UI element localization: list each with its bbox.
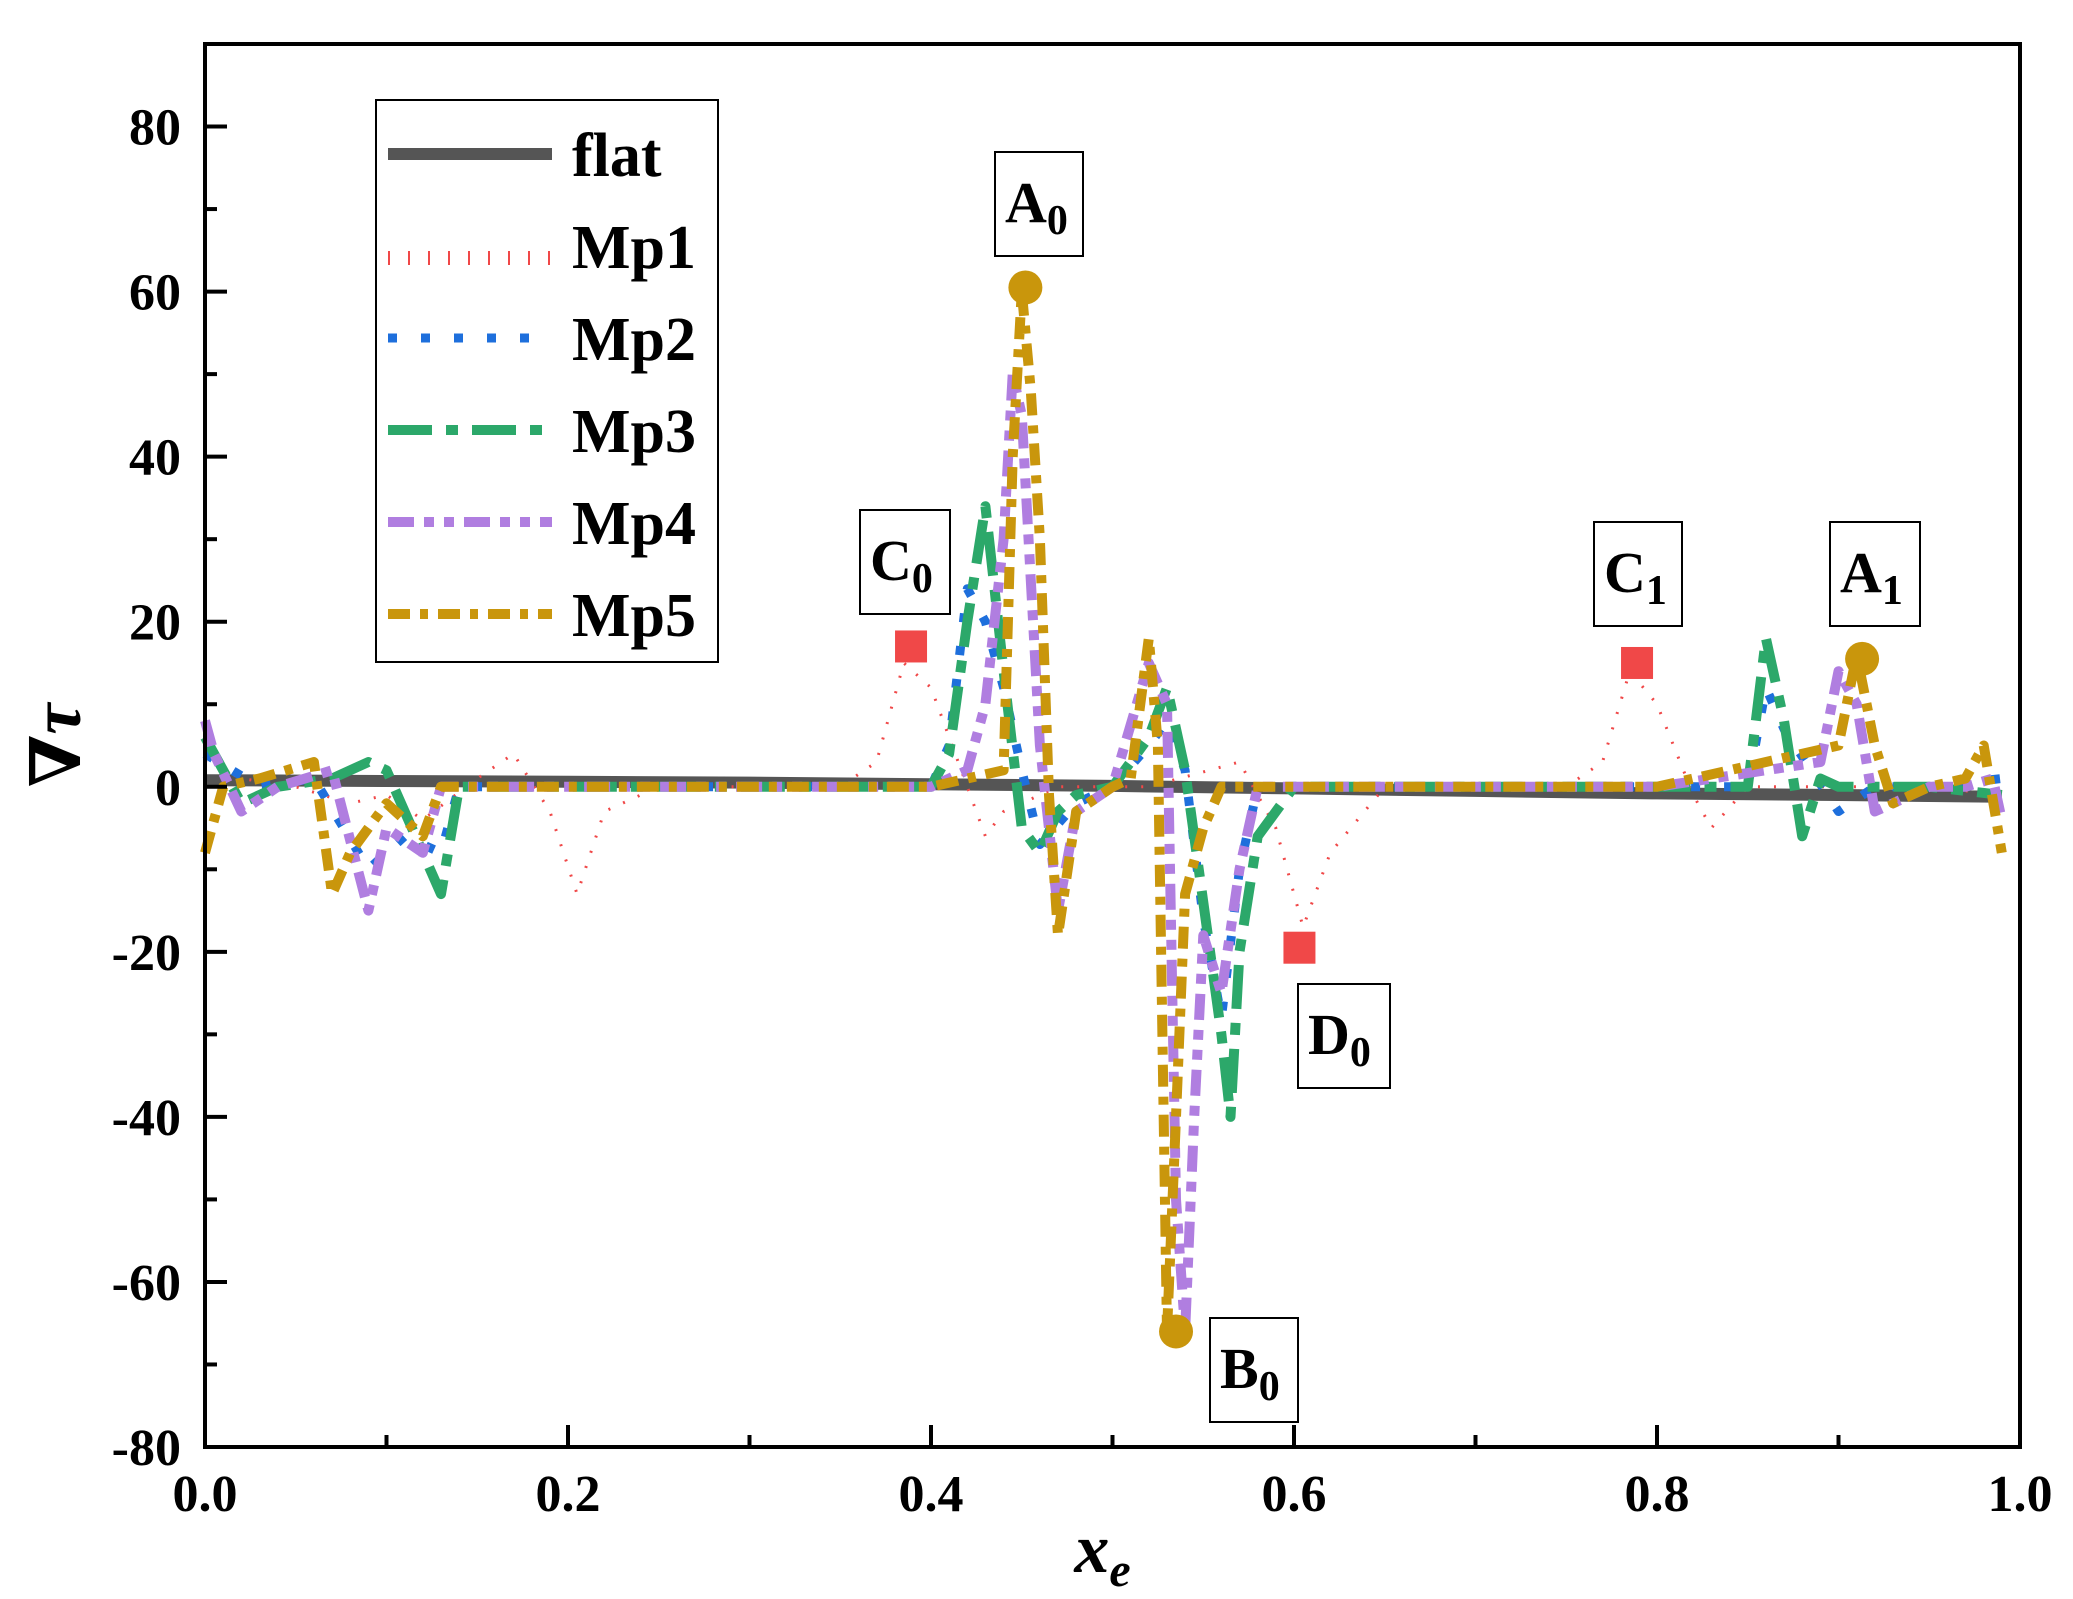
annotation-markers [895, 270, 1880, 1349]
annotation-box-a0 [994, 151, 1084, 257]
legend-box [375, 99, 719, 663]
annotation-label-c0: C0 [870, 528, 933, 602]
x-tick-label: 0.8 [1625, 1466, 1690, 1523]
annotation-label-d0: D0 [1308, 1002, 1371, 1076]
marker-b0 [1159, 1314, 1194, 1349]
annotation-box-a1 [1829, 521, 1921, 627]
y-tick-label: 60 [129, 265, 181, 322]
marker-d0 [1283, 931, 1316, 964]
x-tick-label: 0.4 [899, 1466, 964, 1523]
ticks: 0.0 0.2 0.4 0.6 0.8 1.0 -80 -60 -40 -20 0 20 40 60 80 x… [19, 100, 2053, 1597]
x-tick-label: 0.2 [536, 1466, 601, 1523]
x-tick-label: 1.0 [1988, 1466, 2053, 1523]
x-tick-label: 0.0 [173, 1466, 238, 1523]
annotation-box-d0 [1297, 983, 1391, 1089]
y-tick-label: 0 [155, 760, 181, 817]
y-tick-label: -80 [112, 1420, 181, 1477]
legend-label-mp3: Mp3 [572, 398, 696, 466]
annotation-labels: A0 B0 C0 D0 C1 A1 [859, 151, 1921, 1423]
legend-label-flat: flat [572, 122, 662, 190]
annotation-label-c1: C1 [1604, 540, 1667, 614]
series-line-mp1 [204, 661, 2002, 929]
annotation-label-a0: A0 [1005, 170, 1068, 244]
series-layer [200, 286, 2007, 1337]
x-tick-label: 0.6 [1262, 1466, 1327, 1523]
y-tick-label: 20 [129, 595, 181, 652]
annotation-box-c1 [1593, 521, 1683, 627]
marker-c1 [1621, 646, 1654, 679]
y-tick-label: -60 [112, 1255, 181, 1312]
legend-label-mp5: Mp5 [572, 582, 696, 650]
y-tick-label: 80 [129, 100, 181, 157]
x-axis-title: xe [1073, 1511, 1130, 1594]
annotation-label-a1: A1 [1840, 540, 1903, 614]
marker-c0 [895, 630, 928, 663]
annotation-box-c0 [859, 509, 951, 615]
legend-label-mp1: Mp1 [572, 214, 696, 282]
marker-a0 [1008, 270, 1043, 305]
annotation-label-b0: B0 [1220, 1336, 1280, 1410]
legend-label-mp4: Mp4 [572, 490, 696, 558]
legend-label-mp2: Mp2 [572, 306, 696, 374]
legend: flat Mp1 Mp2 Mp3 Mp4 Mp5 [375, 99, 719, 663]
y-tick-label: -20 [112, 925, 181, 982]
y-axis-title: ∇τ [19, 702, 96, 788]
series-line-mp5 [200, 286, 2007, 1337]
annotation-box-b0 [1209, 1317, 1299, 1423]
y-tick-label: 40 [129, 430, 181, 487]
y-tick-label: -40 [112, 1090, 181, 1147]
marker-a1 [1845, 641, 1880, 676]
